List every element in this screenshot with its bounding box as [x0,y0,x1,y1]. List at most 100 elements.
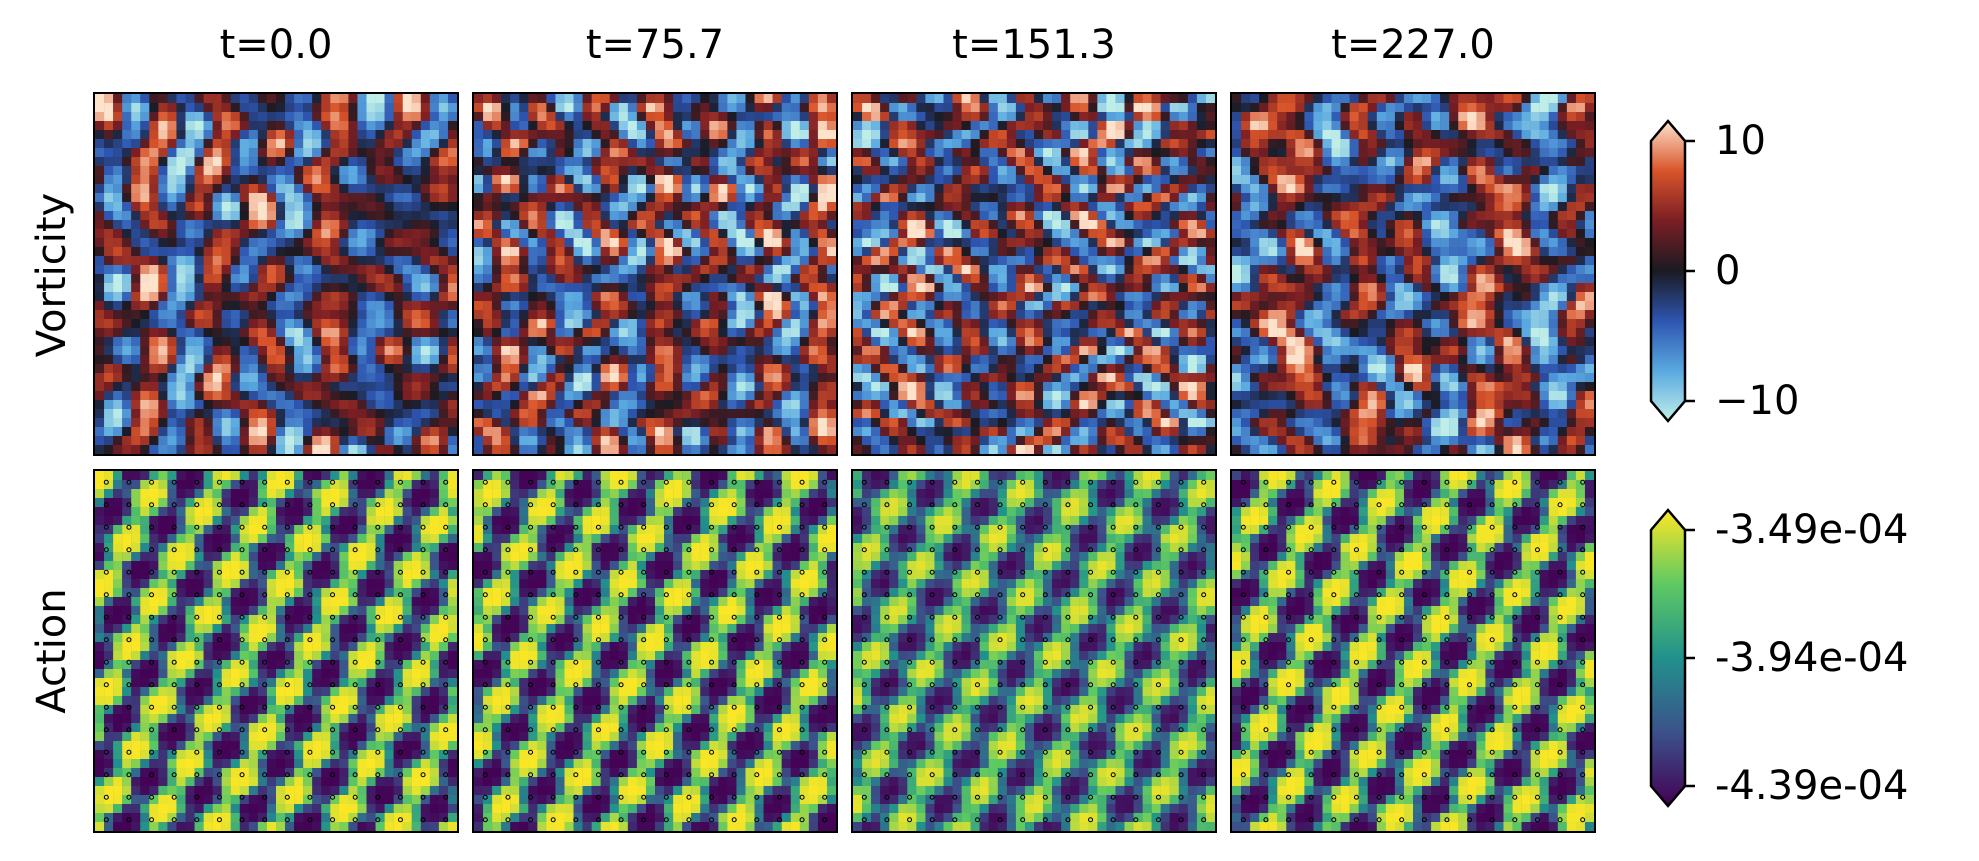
vorticity-cell [194,121,204,131]
vorticity-cell [952,193,962,203]
vorticity-cell [880,418,890,428]
vorticity-cell [1015,184,1026,194]
vorticity-cell [411,148,421,158]
vorticity-cell [140,409,150,419]
vorticity-cell [970,445,980,454]
vorticity-cell [212,328,222,338]
vorticity-cell [158,166,168,176]
vorticity-cell [1169,157,1179,167]
vorticity-cell [1205,310,1215,320]
vorticity-cell [1250,103,1260,113]
vorticity-cell [537,184,547,194]
vorticity-cell [745,121,755,131]
vorticity-cell [375,436,385,446]
vorticity-cell [1169,229,1179,239]
vorticity-cell [600,337,610,347]
vorticity-cell [339,229,349,239]
vorticity-cell [429,301,440,311]
vorticity-cell [1079,409,1089,419]
vorticity-cell [853,319,863,329]
vorticity-cell [1151,220,1161,230]
vorticity-cell [104,283,114,293]
vorticity-cell [862,175,872,185]
vorticity-cell [1178,445,1189,454]
vorticity-cell [1178,274,1189,284]
vorticity-cell [1142,436,1152,446]
vorticity-cell [564,337,574,347]
vorticity-cell [1169,337,1179,347]
vorticity-cell [1124,418,1134,428]
vorticity-cell [1286,94,1296,104]
vorticity-cell [248,238,259,248]
vorticity-cell [230,319,240,329]
vorticity-cell [158,445,168,454]
vorticity-cell [817,121,828,131]
vorticity-cell [276,328,286,338]
vorticity-cell [546,391,556,401]
vorticity-cell [122,247,132,257]
vorticity-cell [582,238,592,248]
vorticity-cell [636,436,647,446]
vorticity-cell [691,301,701,311]
vorticity-cell [528,103,538,113]
vorticity-cell [736,382,746,392]
vorticity-cell [609,346,619,356]
vorticity-cell [221,256,231,266]
vorticity-cell [122,148,132,158]
vorticity-cell [582,355,592,365]
vorticity-cell [537,391,547,401]
vorticity-cell [149,247,159,257]
vorticity-cell [312,436,322,446]
vorticity-cell [609,130,619,140]
vorticity-cell [366,130,376,140]
vorticity-cell [916,103,926,113]
vorticity-cell [763,175,773,185]
vorticity-cell [537,229,547,239]
vorticity-cell [618,103,629,113]
vorticity-cell [140,256,150,266]
vorticity-cell [1088,292,1098,302]
vorticity-cell [1142,148,1152,158]
vorticity-cell [655,337,665,347]
vorticity-cell [1385,103,1396,113]
vorticity-cell [1286,103,1296,113]
vorticity-cell [988,193,998,203]
vorticity-cell [122,445,132,454]
vorticity-cell [763,121,773,131]
vorticity-cell [1034,355,1044,365]
vorticity-cell [366,94,376,104]
vorticity-cell [1133,94,1143,104]
vorticity-cell [447,229,457,239]
vorticity-cell [1115,346,1125,356]
vorticity-cell [474,436,484,446]
vorticity-cell [438,103,449,113]
vorticity-cell [988,130,998,140]
vorticity-cell [248,382,259,392]
vorticity-cell [691,139,701,149]
vorticity-cell [862,193,872,203]
vorticity-cell [122,112,132,122]
vorticity-cell [790,103,800,113]
vorticity-cell [447,148,457,158]
vorticity-cell [691,112,701,122]
vorticity-cell [1043,94,1053,104]
vorticity-cell [221,229,231,239]
vorticity-cell [781,283,791,293]
vorticity-cell [772,328,782,338]
vorticity-cell [1106,202,1116,212]
vorticity-cell [772,238,782,248]
vorticity-cell [871,202,881,212]
vorticity-cell [655,247,665,257]
vorticity-cell [727,94,737,104]
vorticity-cell [627,274,638,284]
vorticity-cell [645,391,656,401]
vorticity-cell [95,94,105,104]
vorticity-cell [763,436,773,446]
vorticity-cell [212,220,222,230]
vorticity-cell [925,310,935,320]
vorticity-cell [573,391,583,401]
vorticity-cell [1160,238,1170,248]
vorticity-cell [339,202,349,212]
vorticity-cell [790,364,800,374]
vorticity-cell [95,193,105,203]
